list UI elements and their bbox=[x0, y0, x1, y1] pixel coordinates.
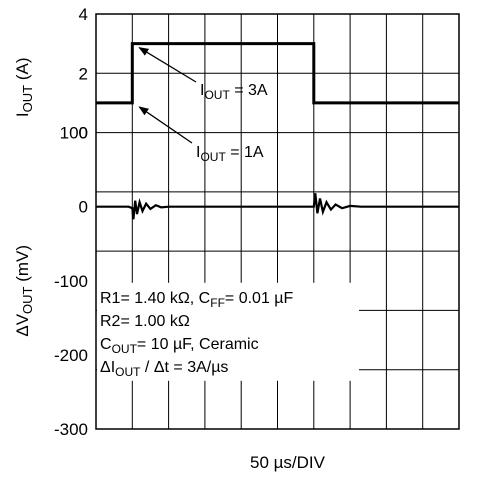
x-axis-label: 50 µs/DIV bbox=[250, 453, 326, 472]
conditions-background bbox=[97, 282, 359, 381]
annotations: IOUT = 3A IOUT = 1A R1= 1.40 kΩ, CFF= 0.01… bbox=[97, 47, 359, 381]
plot-border bbox=[95, 13, 460, 430]
current-axis-title: IOUT (A) bbox=[13, 57, 35, 117]
annotation-arrow bbox=[138, 47, 197, 83]
annotation-arrow bbox=[138, 106, 193, 144]
y-tick-label: 100 bbox=[60, 124, 88, 143]
condition-line: R1= 1.40 kΩ, CFF= 0.01 µF bbox=[100, 290, 294, 310]
annotation-label: IOUT = 3A bbox=[200, 82, 268, 102]
y-tick-label: -100 bbox=[54, 272, 88, 291]
axis-titles: IOUT (A) ΔVOUT (mV) 50 µs/DIV bbox=[13, 57, 326, 472]
condition-line: COUT= 10 µF, Ceramic bbox=[100, 336, 259, 356]
annotation-label: IOUT = 1A bbox=[196, 144, 264, 164]
current-trace bbox=[96, 42, 459, 105]
voltage-axis-title: ΔVOUT (mV) bbox=[13, 245, 35, 337]
y-tick-label: -300 bbox=[54, 420, 88, 439]
y-tick-label: 2 bbox=[79, 64, 88, 83]
plot-frame bbox=[95, 13, 460, 430]
y-tick-label: -200 bbox=[54, 346, 88, 365]
series-layer bbox=[96, 42, 459, 220]
condition-line: R2= 1.00 kΩ bbox=[100, 313, 190, 330]
y-tick-label: 4 bbox=[79, 5, 88, 24]
voltage-trace bbox=[96, 193, 459, 220]
condition-line: ΔIOUT / Δt = 3A/µs bbox=[100, 359, 228, 379]
y-tick-label: 0 bbox=[79, 124, 88, 143]
y-tick-label: 0 bbox=[79, 198, 88, 217]
